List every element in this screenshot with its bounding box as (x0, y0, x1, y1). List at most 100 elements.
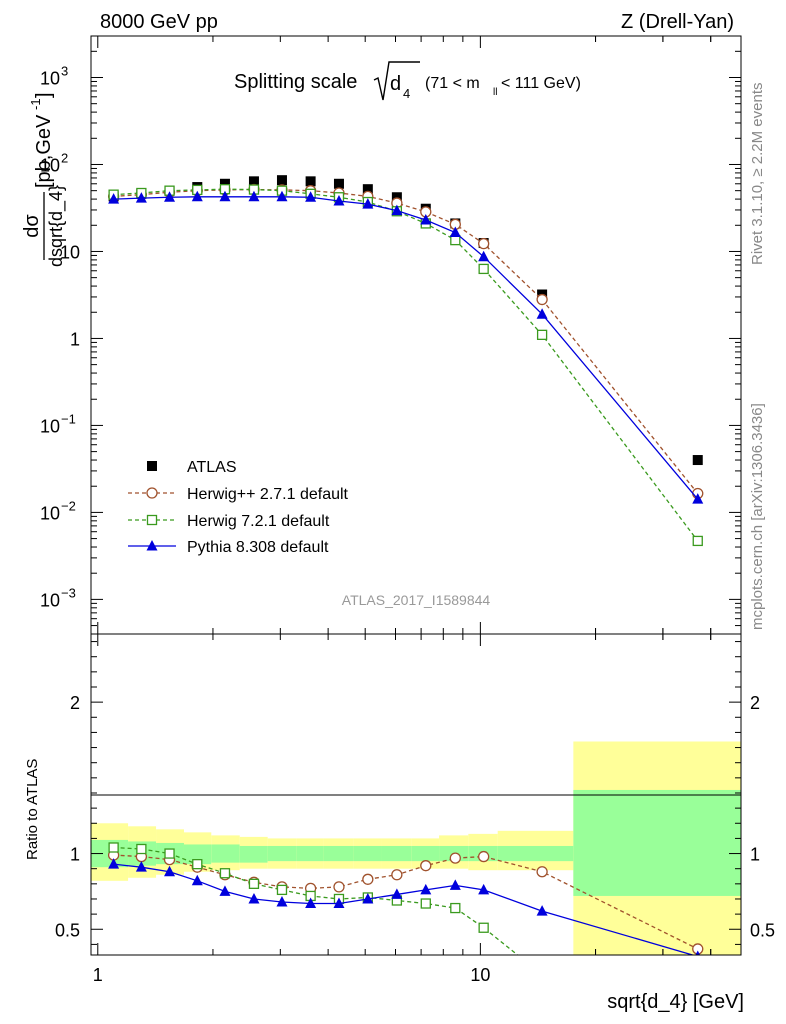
ytick-base-3: 1 (70, 329, 80, 349)
main-point-3-11 (420, 213, 432, 225)
ratio-line-0 (113, 854, 699, 950)
ytick-label-ratio-r-0: 0.5 (750, 920, 775, 940)
main-ylabel: dσ dsqrt{d_4} [pb,GeV -1 ] (21, 92, 67, 267)
band-inner-5 (239, 845, 268, 863)
legend-marker-3 (146, 540, 158, 551)
ratio-series-2 (108, 858, 701, 955)
ylabel-den: dsqrt{d_4} (46, 185, 67, 267)
ytick-base-2: 10 (40, 416, 60, 436)
main-series-3 (108, 190, 704, 504)
rivet-label: Rivet 3.1.10, ≥ 2.2M events (749, 83, 766, 266)
legend-label-3: Pythia 8.308 default (187, 539, 329, 556)
ytick-exp-1: −2 (61, 498, 76, 513)
ytick-label-ratio-r-2: 2 (750, 693, 760, 713)
ratio-point-1-11 (420, 898, 431, 909)
main-point-3-10 (391, 204, 403, 216)
ratio-point-2-1 (135, 861, 147, 872)
main-point-3-6 (276, 190, 288, 202)
title-sqrt-sub: 4 (403, 86, 410, 101)
ytick-label-main-3: 1 (70, 329, 80, 349)
ratio-point-2-10 (391, 888, 403, 899)
ratio-point-2-14 (536, 905, 548, 916)
ratio-point-1-1 (136, 843, 147, 855)
main-point-3-4 (219, 190, 231, 202)
main-point-3-9 (362, 198, 374, 209)
main-point-0-15 (692, 455, 703, 466)
main-point-0-6 (276, 175, 287, 186)
ratio-point-0-9 (362, 873, 374, 885)
main-point-0-9 (362, 184, 373, 195)
legend-item-0: ATLAS (147, 459, 237, 476)
main-point-0-4 (219, 178, 230, 189)
ytick-base-6: 10 (40, 69, 60, 89)
ratio-series (107, 842, 704, 979)
ytick-base-4: 10 (60, 242, 80, 262)
ratio-point-2-7 (305, 897, 317, 909)
main-series-0 (108, 175, 703, 466)
title-main: Splitting scale (234, 71, 357, 93)
legend-marker-0 (147, 461, 157, 471)
legend-marker-1 (146, 487, 158, 499)
title-cut-sub: ll (493, 87, 497, 98)
legend-label-0: ATLAS (187, 459, 237, 476)
main-point-1-13 (478, 237, 490, 250)
main-point-3-8 (333, 195, 345, 206)
main-point-0-10 (391, 192, 402, 203)
band-inner-14 (497, 845, 574, 862)
ratio-point-1-13 (478, 922, 489, 933)
ylabel-units-close: ] (33, 92, 55, 98)
ytick-label-main-6: 10 3 (40, 64, 68, 89)
main-point-3-7 (305, 191, 317, 202)
ratio-point-1-2 (164, 848, 175, 859)
ratio-point-1-6 (276, 884, 288, 896)
ratio-point-1-14 (538, 970, 547, 979)
xtick-label-1: 10 (470, 965, 490, 985)
band-inner-6 (267, 845, 297, 862)
ratio-frame (90, 633, 742, 956)
main-point-3-1 (135, 192, 147, 203)
band-inner-7 (296, 845, 324, 862)
ytick-label-main-5: 10 2 (40, 150, 68, 175)
title-sqrt-var: d (390, 73, 401, 95)
main-line-2 (113, 188, 699, 542)
header-right: Z (Drell-Yan) (621, 11, 734, 33)
ytick-exp-2: −1 (61, 411, 76, 426)
main-series-1 (107, 183, 704, 500)
ratio-point-2-2 (164, 865, 176, 877)
header-left: 8000 GeV pp (100, 11, 218, 33)
ytick-label-ratio-l-0: 0.5 (55, 920, 80, 940)
legend-item-2: Herwig 7.2.1 default (128, 513, 330, 530)
legend: ATLAS Herwig++ 2.7.1 default Herwig 7.2.1 … (128, 459, 349, 556)
legend-item-3: Pythia 8.308 default (128, 539, 329, 556)
main-point-3-15 (692, 493, 704, 504)
main-point-3-3 (191, 190, 203, 202)
legend-label-1: Herwig++ 2.7.1 default (187, 486, 349, 503)
ytick-base-0: 10 (40, 590, 60, 610)
legend-label-2: Herwig 7.2.1 default (187, 513, 330, 530)
title-cut-close: < 111 GeV) (501, 75, 581, 92)
main-point-2-15 (692, 535, 703, 547)
ytick-label-ratio-l-1: 1 (70, 845, 80, 865)
band-inner-10 (381, 845, 412, 862)
band-inner-11 (411, 845, 440, 862)
plot-title: Splitting scale d 4 (71 < m ll < 111 GeV… (234, 61, 581, 101)
main-point-0-5 (248, 176, 259, 187)
ratio-point-2-9 (362, 892, 374, 904)
band-inner-8 (323, 845, 354, 862)
analysis-id: ATLAS_2017_I1589844 (342, 592, 491, 608)
ratio-point-0-12 (449, 852, 461, 864)
xlabel: sqrt{d_4} [GeV] (607, 991, 744, 1013)
ytick-exp-6: 3 (61, 64, 68, 79)
ytick-base-5: 10 (40, 155, 60, 175)
ytick-label-main-0: 10 −3 (40, 585, 76, 610)
main-point-2-14 (536, 329, 548, 340)
ytick-base-1: 10 (40, 503, 60, 523)
main-point-0-8 (333, 178, 344, 189)
band-inner-4 (211, 844, 240, 863)
ratio-point-0-11 (420, 860, 432, 872)
band-inner-3 (183, 844, 212, 865)
ratio-point-2-0 (108, 858, 120, 869)
ratio-uncertainty-bands (91, 741, 741, 955)
ratio-point-2-6 (276, 896, 288, 907)
